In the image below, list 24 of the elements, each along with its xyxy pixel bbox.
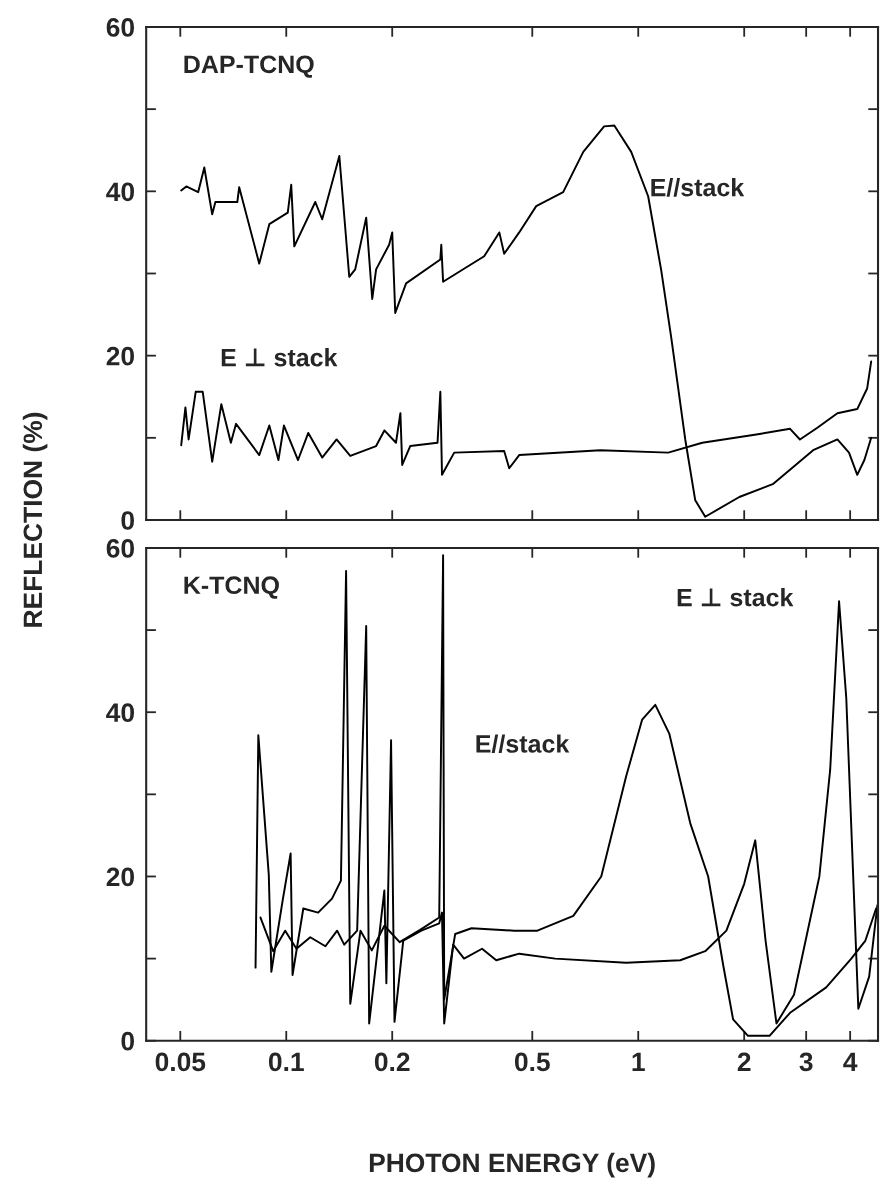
x-axis-title: PHOTON ENERGY (eV) (369, 1152, 655, 1178)
x-tick-label: 0.2 (374, 1052, 410, 1072)
x-tick-label: 4 (843, 1052, 858, 1071)
y-tick-label: 0 (121, 1031, 134, 1051)
y-tick-label: 60 (106, 18, 134, 37)
x-tick-label: 0.1 (268, 1052, 304, 1072)
x-tick-label: 2 (737, 1052, 751, 1071)
x-tick-label: 3 (799, 1052, 813, 1072)
y-tick-label: 40 (106, 703, 134, 723)
annotation: E ⊥ stack (677, 588, 794, 607)
y-tick-label: 0 (121, 511, 134, 530)
x-tick-label: 1 (632, 1052, 645, 1071)
y-tick-label: 40 (106, 182, 134, 202)
text: DAP-TCNQ (184, 55, 314, 78)
text: K-TCNQ (184, 576, 279, 599)
annotation: E ⊥ stack (221, 348, 338, 367)
y-tick-label: 20 (106, 867, 134, 887)
x-tick-label: 0.05 (155, 1052, 206, 1072)
y-tick-label: 60 (106, 539, 134, 558)
y-axis-title: REFLECTION (%) (22, 412, 48, 627)
annotation: E//stack (476, 734, 570, 754)
annotation: E//stack (651, 178, 745, 197)
x-tick-label: 0.5 (514, 1052, 550, 1072)
y-tick-label: 20 (106, 346, 134, 366)
